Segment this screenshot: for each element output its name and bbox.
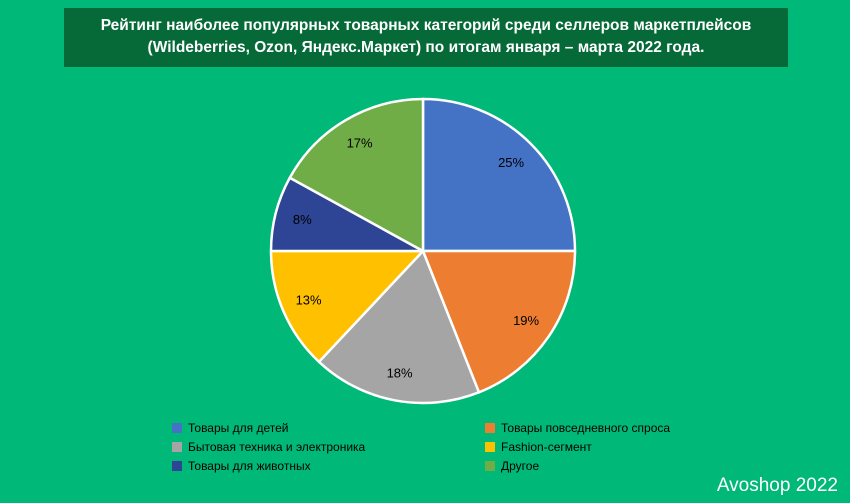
pie-slice-percentage-2: 18% <box>387 365 413 380</box>
legend-label: Товары для детей <box>188 421 289 435</box>
legend-label: Другое <box>501 459 540 473</box>
legend-item: Бытовая техника и электроника <box>172 440 479 454</box>
legend-label: Товары повседневного спроса <box>501 421 671 435</box>
pie-slice-1 <box>421 249 577 394</box>
pie-slice-3 <box>269 249 425 364</box>
legend-swatch <box>485 423 495 433</box>
legend-swatch <box>172 423 182 433</box>
legend-label: Fashion-сегмент <box>501 440 592 454</box>
title-line-2: (Wildeberries, Ozon, Яндекс.Маркет) по и… <box>147 39 705 57</box>
legend-swatch <box>172 442 182 452</box>
pie-slice-5 <box>288 97 425 253</box>
pie-slice-percentage-1: 19% <box>513 313 539 328</box>
legend-item: Товары для животных <box>172 459 479 473</box>
legend-label: Товары для животных <box>188 459 311 473</box>
legend-item: Другое <box>485 459 670 473</box>
pie-slice-percentage-5: 17% <box>347 136 373 151</box>
pie-slice-2 <box>317 249 481 405</box>
title-line-1: Рейтинг наиболее популярных товарных кат… <box>100 17 752 34</box>
legend-swatch <box>485 442 495 452</box>
pie-slice-0 <box>421 97 577 253</box>
watermark: Avoshop 2022 <box>716 475 838 496</box>
pie-slice-percentage-3: 13% <box>296 293 322 308</box>
pie-chart: 25% 19% 18% 13% 8% 17% <box>269 97 577 405</box>
legend-swatch <box>172 461 182 471</box>
legend-label: Бытовая техника и электроника <box>188 440 366 454</box>
pie-slice-percentage-0: 25% <box>498 155 524 170</box>
legend-swatch <box>485 461 495 471</box>
legend-item: Товары для детей <box>172 421 479 435</box>
chart-title: Рейтинг наиболее популярных товарных кат… <box>64 8 788 67</box>
pie-slice-percentage-4: 8% <box>293 212 312 227</box>
legend: Товары для детей Товары повседневного сп… <box>172 421 670 473</box>
legend-item: Товары повседневного спроса <box>485 421 670 435</box>
legend-item: Fashion-сегмент <box>485 440 670 454</box>
